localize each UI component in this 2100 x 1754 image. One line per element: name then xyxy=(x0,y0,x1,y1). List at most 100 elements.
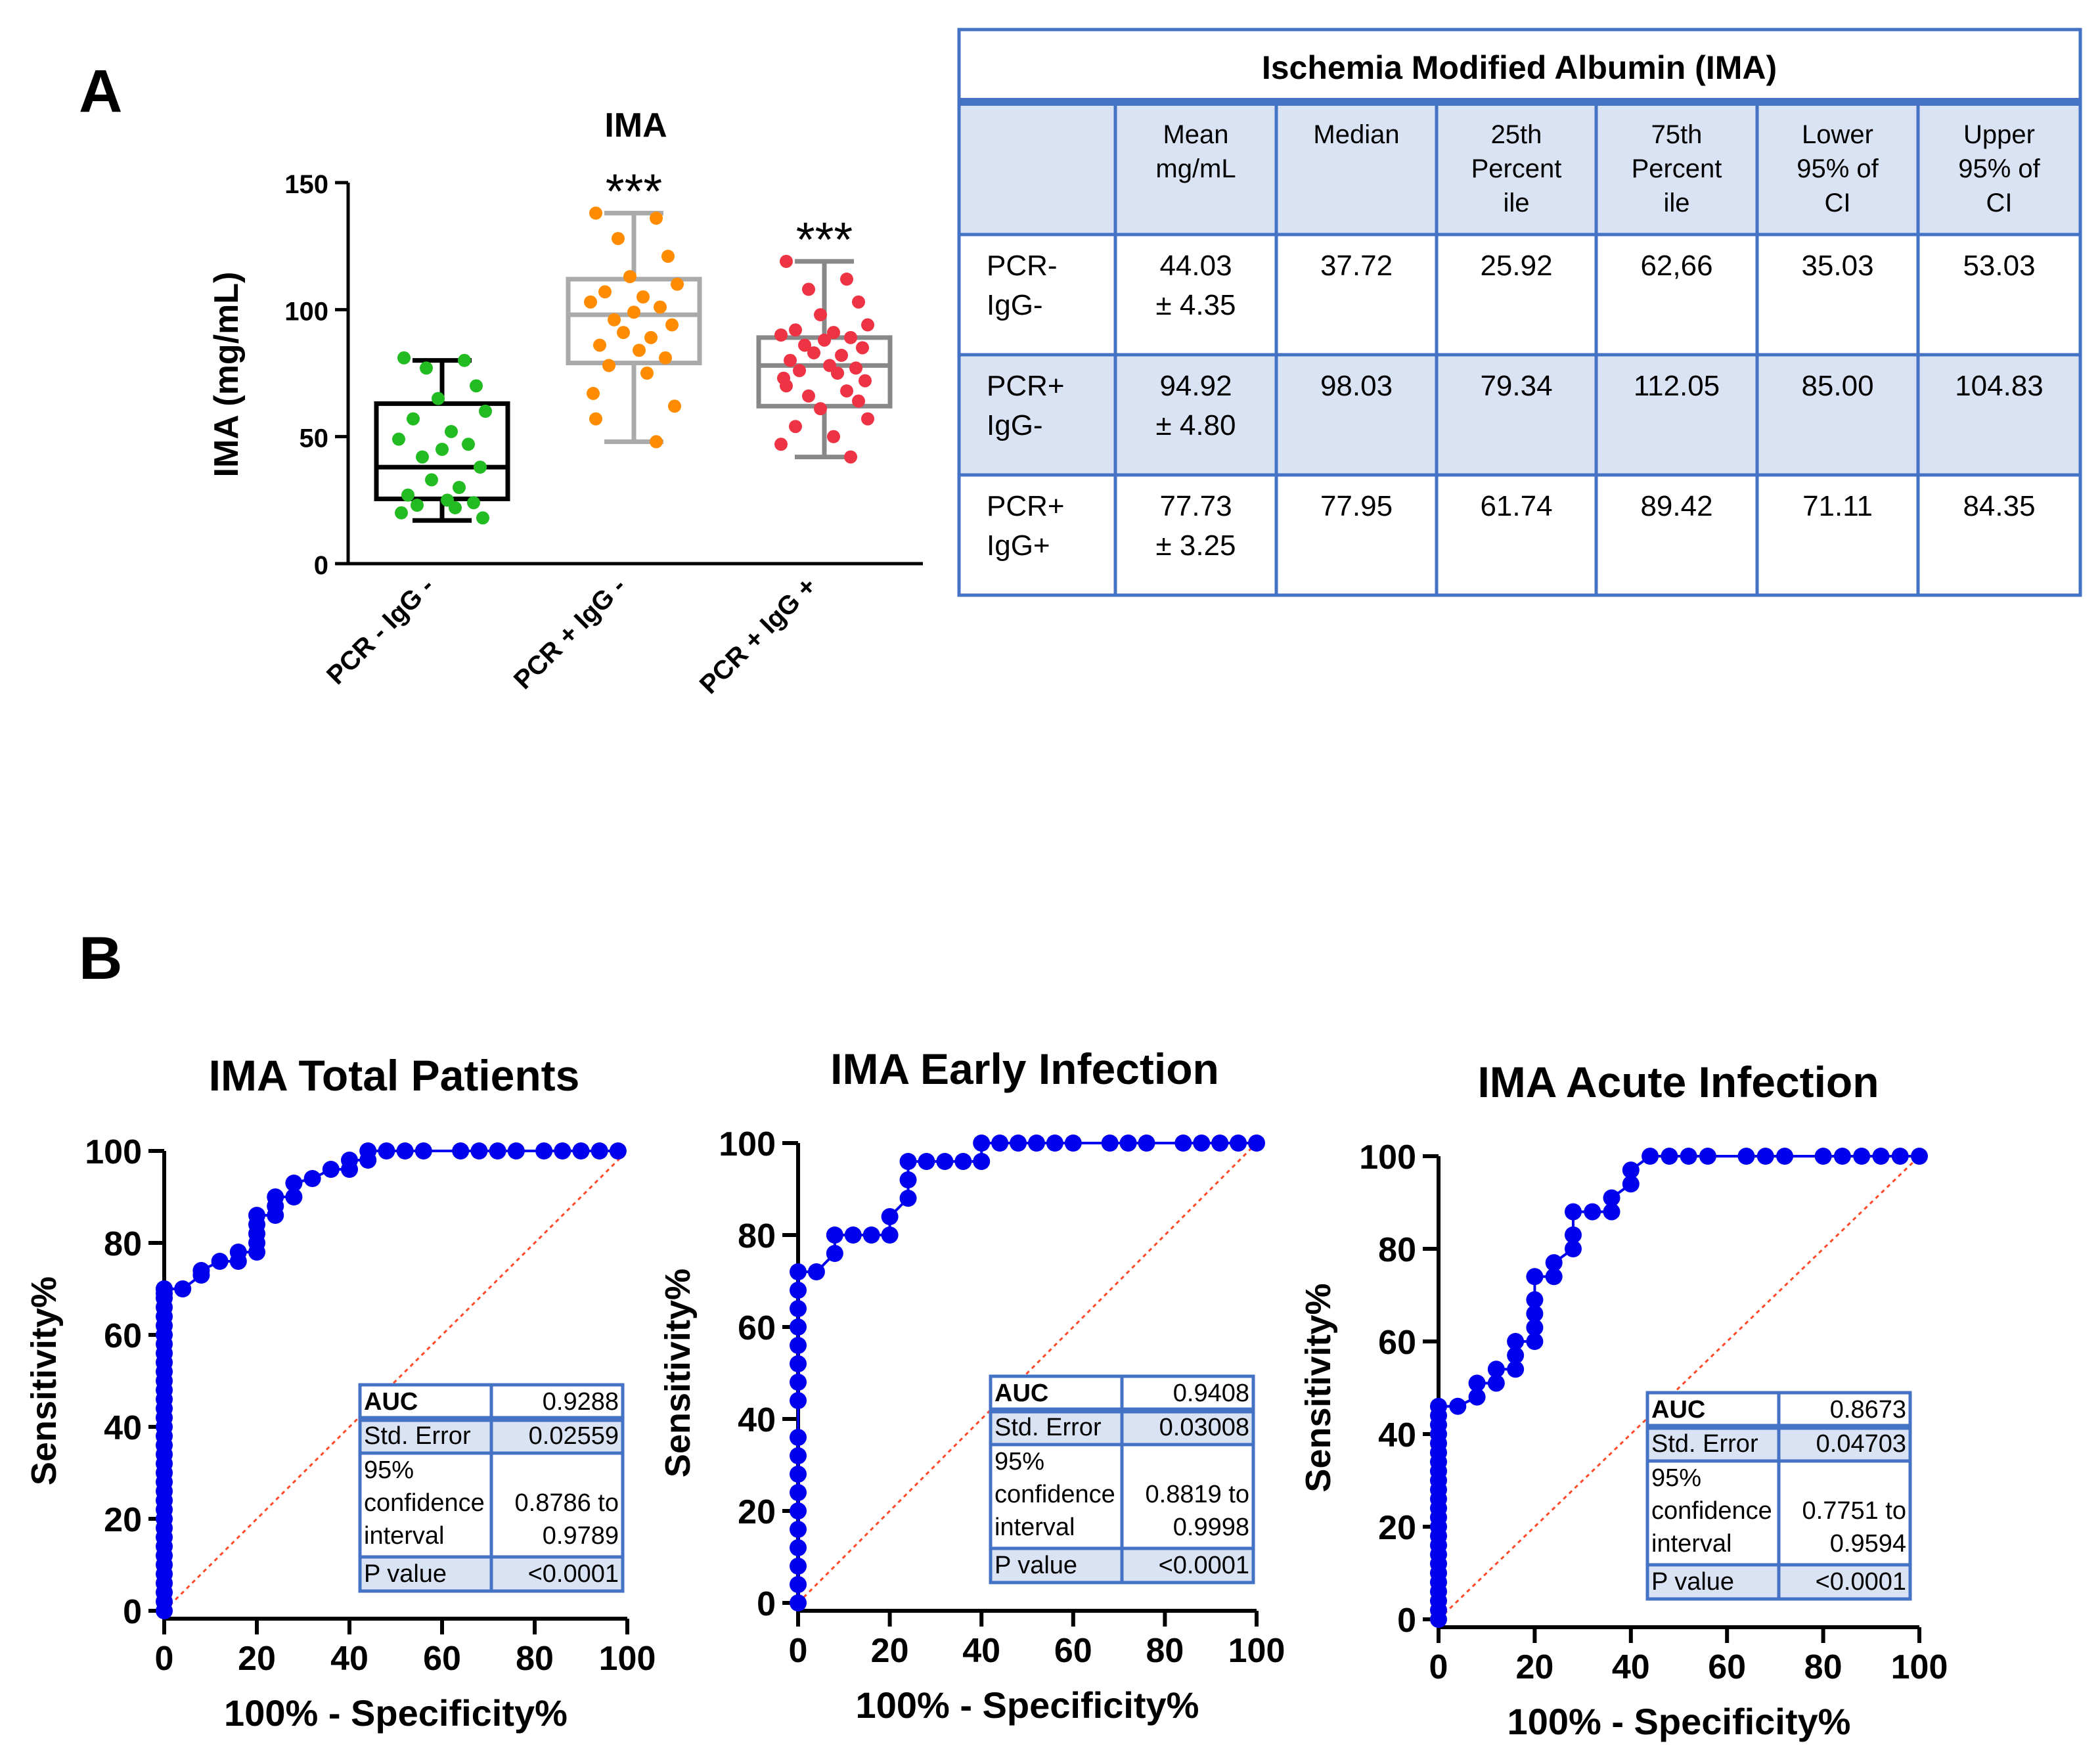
roc-point xyxy=(229,1244,247,1261)
roc-stats-cell xyxy=(1777,1391,1912,1429)
boxplot-point xyxy=(584,295,597,309)
table-cell xyxy=(957,353,1117,477)
boxplot-point xyxy=(793,364,806,378)
roc-xtick-label: 80 xyxy=(516,1640,554,1678)
roc-xtick-label: 0 xyxy=(155,1640,174,1678)
roc-point xyxy=(1449,1397,1467,1415)
roc-stats-cell xyxy=(1777,1459,1912,1567)
roc-point xyxy=(1507,1333,1525,1350)
boxplot-point xyxy=(476,511,489,525)
roc-point xyxy=(1468,1374,1486,1392)
table-header-text: mg/mL xyxy=(1155,154,1236,183)
boxplot-point xyxy=(840,384,853,398)
roc-xtick-label: 60 xyxy=(1708,1648,1746,1686)
boxplot-point xyxy=(587,386,600,400)
table-cell xyxy=(957,100,1117,236)
roc-point xyxy=(862,1226,880,1244)
roc-ytick-label: 100 xyxy=(85,1133,142,1171)
roc-point xyxy=(1642,1148,1659,1165)
roc-stats-cell xyxy=(1120,1374,1255,1412)
table-cell xyxy=(1916,100,2082,236)
roc-point xyxy=(954,1153,972,1170)
boxplot-point xyxy=(789,420,802,434)
table-mean-value: 44.03 xyxy=(1159,250,1232,282)
boxplot-point xyxy=(479,405,492,418)
boxplot-point xyxy=(665,318,679,332)
boxplot-title: IMA xyxy=(604,106,667,145)
boxplot-point xyxy=(671,277,684,291)
roc-stats-cell xyxy=(989,1408,1124,1447)
roc-point xyxy=(1010,1135,1027,1152)
roc-point xyxy=(1911,1148,1928,1165)
boxplot-box xyxy=(756,335,893,409)
roc-ytick-label: 80 xyxy=(1378,1231,1416,1269)
table-header-text: Upper xyxy=(1963,120,2035,149)
boxplot-point xyxy=(432,392,445,405)
table-header-text: 95% of xyxy=(1958,154,2040,183)
boxplot-significance: *** xyxy=(606,164,662,218)
roc-stats-value: 0.02559 xyxy=(529,1422,619,1450)
table-mean-value: 94.92 xyxy=(1159,370,1232,402)
table-header-text: Mean xyxy=(1163,120,1228,149)
table-cell xyxy=(1916,353,2082,477)
roc-point xyxy=(1027,1135,1045,1152)
roc-stats-value: 0.9288 xyxy=(543,1388,619,1416)
roc-ylabel: Sensitivity% xyxy=(658,1269,698,1477)
roc-point xyxy=(790,1355,807,1372)
table-header-text: ile xyxy=(1663,189,1689,217)
boxplot-point xyxy=(445,424,458,438)
roc-stats-value: 0.9408 xyxy=(1173,1380,1249,1407)
roc-point xyxy=(1526,1268,1544,1286)
roc-point xyxy=(790,1447,807,1464)
roc-stats-label: confidence xyxy=(994,1481,1115,1508)
roc-point xyxy=(991,1135,1009,1152)
roc-reference-line xyxy=(797,1142,1258,1604)
table-header-text: 75th xyxy=(1651,120,1703,149)
boxplot-point xyxy=(802,389,815,403)
roc-xtick-label: 20 xyxy=(871,1632,909,1670)
table-value: 79.34 xyxy=(1480,370,1552,402)
roc-stats-value: 0.9594 xyxy=(1830,1530,1906,1558)
roc-stats-cell xyxy=(1777,1563,1912,1601)
roc-stats-label: AUC xyxy=(1651,1396,1705,1424)
roc-point xyxy=(1248,1135,1265,1152)
table-cell xyxy=(1435,473,1598,597)
roc-point xyxy=(844,1226,862,1244)
roc-point xyxy=(156,1280,173,1297)
boxplot-point xyxy=(859,374,872,388)
boxplot-point xyxy=(589,412,602,426)
boxplot-point xyxy=(608,313,621,326)
roc-stats-value: 0.04703 xyxy=(1816,1430,1906,1458)
table-value: 85.00 xyxy=(1801,370,1873,402)
roc-point xyxy=(1101,1135,1119,1152)
roc-stats-label: 95% xyxy=(994,1448,1044,1475)
boxplot-category-label: PCR + IgG + xyxy=(694,572,822,700)
roc-stats-label: Std. Error xyxy=(1651,1430,1758,1458)
boxplot-point xyxy=(623,270,637,284)
roc-point xyxy=(1661,1148,1678,1165)
table-value: 61.74 xyxy=(1480,490,1552,522)
table-header-text: Percent xyxy=(1471,154,1562,183)
roc-point xyxy=(1833,1148,1851,1165)
roc-chart-early-infection: IMA Early Infection 00 20 20 40 40 60 60 80 80 100… xyxy=(658,1045,1285,1726)
roc-reference-line xyxy=(1437,1155,1921,1621)
boxplot-ytick-label: 100 xyxy=(284,297,328,326)
boxplot-point xyxy=(861,318,874,332)
boxplot-point xyxy=(807,346,820,360)
roc-point xyxy=(899,1190,917,1207)
roc-ytick-label: 80 xyxy=(738,1217,776,1255)
roc-stats-label: interval xyxy=(364,1522,445,1550)
table-value: 62,66 xyxy=(1640,250,1712,282)
roc-point xyxy=(790,1300,807,1317)
roc-point xyxy=(1545,1254,1563,1272)
boxplot-point xyxy=(827,430,840,443)
table-cell xyxy=(957,473,1117,597)
boxplot-point xyxy=(602,359,615,372)
roc-stats-cell xyxy=(989,1443,1124,1550)
roc-point xyxy=(790,1466,807,1483)
roc-point xyxy=(790,1484,807,1501)
roc-point xyxy=(881,1226,899,1244)
boxplot-point xyxy=(852,394,865,408)
roc-xtick-label: 80 xyxy=(1804,1648,1843,1686)
table-value: 37.72 xyxy=(1320,250,1393,282)
